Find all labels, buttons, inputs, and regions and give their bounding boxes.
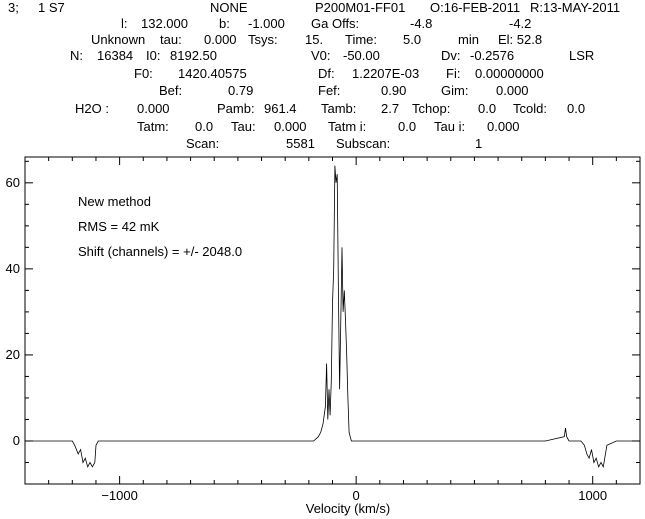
header-line-3: Unknown tau: 0.000 Tsys: 15. Time: 5.0 m… bbox=[91, 32, 543, 47]
y-tick-label: 40 bbox=[6, 261, 20, 276]
header-line-2: l: 132.000 b: -1.000 Ga Offs: -4.8 -4.2 bbox=[121, 16, 532, 31]
header-line-name: NONE bbox=[210, 0, 248, 15]
header-observed-date: O:16-FEB-2011 bbox=[430, 0, 521, 15]
x-tick-label: −1000 bbox=[101, 488, 138, 503]
header-line-8: Tatm: 0.0 Tau: 0.000 Tatm i: 0.0 Tau i: … bbox=[137, 119, 520, 134]
header-line-7: H2O : 0.000 Pamb: 961.4 Tamb: 2.7 Tchop:… bbox=[75, 101, 586, 116]
annotation-shift: Shift (channels) = +/- 2048.0 bbox=[78, 244, 242, 259]
header-project: P200M01-FF01 bbox=[315, 0, 406, 15]
header-b-value: -1.000 bbox=[248, 16, 285, 31]
x-axis-label: Velocity (km/s) bbox=[306, 501, 391, 516]
header-scan-index: 3; bbox=[8, 0, 19, 15]
header-line-6: Bef: 0.79 Fef: 0.90 Gim: 0.000 bbox=[159, 83, 529, 98]
x-tick-label: 0 bbox=[353, 488, 360, 503]
annotation-rms: RMS = 42 mK bbox=[78, 219, 160, 234]
header-l-value: 132.000 bbox=[141, 16, 188, 31]
y-tick-label: 60 bbox=[6, 175, 20, 190]
x-tick-label: 1000 bbox=[578, 488, 607, 503]
header-line-1: 3; 1 S7 NONE P200M01-FF01 O:16-FEB-2011 … bbox=[0, 0, 645, 18]
spectrum-series-line bbox=[25, 165, 640, 469]
y-tick-label: 20 bbox=[6, 347, 20, 362]
annotation-method: New method bbox=[78, 194, 151, 209]
header-line-9: Scan: 5581 Subscan: 1 bbox=[186, 136, 483, 151]
header-reduced-date: R:13-MAY-2011 bbox=[530, 0, 621, 15]
y-tick-label: 0 bbox=[13, 433, 20, 448]
header-line-5: F0: 1420.40575 Df: 1.2207E-03 Fi: 0.0000… bbox=[134, 66, 544, 81]
header-source: 1 S7 bbox=[38, 0, 65, 15]
header-line-4: N: 16384 I0: 8192.50 V0: -50.00 Dv: -0.2… bbox=[70, 48, 595, 63]
